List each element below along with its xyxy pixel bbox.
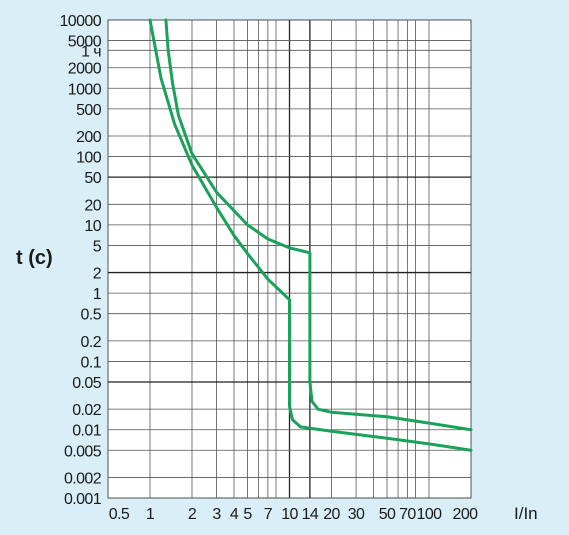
x-tick-label: 50: [379, 506, 396, 523]
y-tick-label: 0.02: [72, 402, 101, 419]
y-axis-label: t (c): [16, 247, 53, 269]
y-tick-label: 1: [93, 286, 102, 303]
y-tick-label: 0.01: [72, 423, 101, 440]
y-tick-label: 0.2: [81, 334, 102, 351]
y-tick-label: 1000: [68, 81, 102, 98]
x-tick-label: 1: [146, 506, 155, 523]
x-tick-label: 200: [453, 506, 479, 523]
x-tick-label: 20: [323, 506, 340, 523]
y-tick-label: 10: [84, 218, 101, 235]
x-axis-label: I/In: [514, 504, 538, 523]
y-tick-label: 50: [84, 170, 101, 187]
y-tick-label: 0.05: [72, 375, 101, 392]
y-tick-label: 500: [76, 102, 102, 119]
x-tick-label: 2: [188, 506, 197, 523]
y-tick-label: 1 ч: [81, 43, 101, 60]
y-tick-label: 0.1: [81, 354, 102, 371]
y-tick-label: 5000: [68, 34, 102, 51]
x-tick-label: 7: [264, 506, 273, 523]
y-tick-label: 5: [93, 238, 102, 255]
y-tick-label: 20: [84, 197, 101, 214]
y-tick-label: 0.002: [64, 470, 102, 487]
x-tick-label: 5: [243, 506, 252, 523]
x-tick-label: 100: [417, 506, 443, 523]
x-tick-label: 10: [281, 506, 298, 523]
y-tick-label: 10000: [60, 13, 102, 30]
x-tick-label: 70: [399, 506, 416, 523]
x-tick-labels: 0.5 1 2 3 4 5 7 10 14 20 30 50 70 100 200: [109, 506, 479, 523]
y-tick-label: 200: [76, 129, 102, 146]
y-tick-label: 0.005: [64, 443, 102, 460]
x-tick-label: 4: [230, 506, 239, 523]
y-tick-label: 100: [76, 150, 102, 167]
x-tick-label: 14: [302, 506, 319, 523]
y-tick-label: 0.5: [81, 307, 102, 324]
y-tick-label: 2: [93, 266, 102, 283]
y-tick-label: 0.001: [64, 491, 102, 508]
curve-lower: [148, 18, 473, 452]
curves: [148, 18, 473, 452]
x-tick-label: 0.5: [109, 506, 130, 523]
x-tick-label: 3: [212, 506, 221, 523]
curve-upper: [164, 18, 473, 432]
x-tick-label: 30: [348, 506, 365, 523]
y-tick-label: 2000: [68, 61, 102, 78]
